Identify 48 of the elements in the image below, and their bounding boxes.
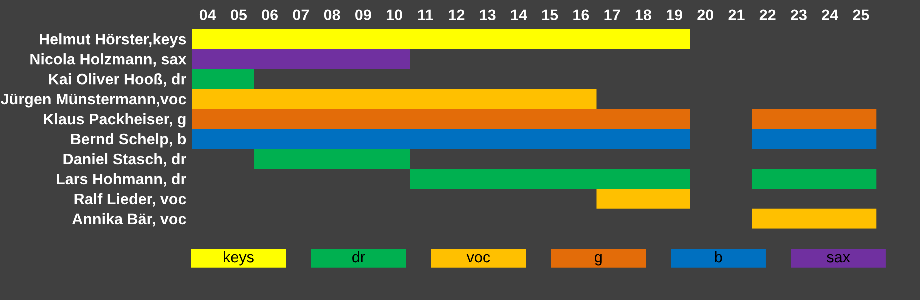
x-tick-label: 21 — [728, 10, 745, 20]
x-tick-label: 07 — [293, 10, 309, 21]
x-tick-label: 24 — [822, 10, 839, 20]
text: g — [595, 254, 602, 266]
bar — [192, 49, 410, 70]
y-tick-label: Ralf Lieder, voc — [74, 193, 186, 207]
x-tick-label: 18 — [636, 10, 652, 21]
y-tick-label: Daniel Stasch, dr — [64, 153, 186, 167]
bar — [192, 29, 690, 50]
y-tick-label: Klaus Packheiser, g — [44, 113, 186, 128]
x-tick-label: 22 — [760, 10, 776, 20]
x-tick-label: 11 — [418, 10, 434, 20]
text: b — [715, 251, 722, 263]
x-tick-label: 23 — [791, 10, 807, 21]
bar — [752, 208, 877, 229]
y-tick-label: Bernd Schelp, b — [71, 133, 186, 148]
text: voc — [466, 254, 490, 263]
bar — [192, 69, 255, 90]
x-tick-label: 15 — [542, 10, 558, 21]
x-tick-label: 13 — [480, 10, 496, 21]
x-tick-label: 06 — [262, 10, 278, 21]
x-tick-label: 20 — [698, 10, 714, 21]
x-tick-label: 16 — [574, 10, 590, 21]
bar — [192, 129, 690, 149]
x-tick-label: 12 — [449, 10, 465, 20]
y-tick-label: Lars Hohmann, dr — [57, 173, 186, 187]
x-tick-label: 05 — [231, 10, 248, 21]
x-tick-label: 14 — [511, 10, 528, 20]
y-tick-label: Helmut Hörster,keys — [40, 34, 186, 48]
y-tick-label: Jürgen Münstermann,voc — [1, 94, 186, 108]
text: dr — [352, 251, 366, 263]
x-tick-label: 25 — [853, 10, 870, 21]
bar — [192, 89, 597, 110]
x-tick-label: 19 — [666, 10, 682, 21]
bar — [192, 109, 690, 129]
y-tick-label: Kai Oliver Hooß, dr — [49, 74, 186, 87]
text: keys — [224, 251, 254, 266]
x-tick-label: 10 — [386, 10, 402, 21]
bar — [596, 188, 690, 209]
y-tick-label: Annika Bär, voc — [72, 213, 186, 227]
x-tick-label: 17 — [604, 10, 620, 20]
x-tick-label: 09 — [356, 10, 372, 21]
x-tick-label: 08 — [324, 10, 340, 21]
bar — [410, 168, 690, 189]
x-tick-label: 04 — [200, 10, 216, 21]
bar — [254, 148, 410, 169]
text: sax — [827, 254, 850, 263]
y-tick-label: Nicola Holzmann, sax — [30, 54, 187, 67]
